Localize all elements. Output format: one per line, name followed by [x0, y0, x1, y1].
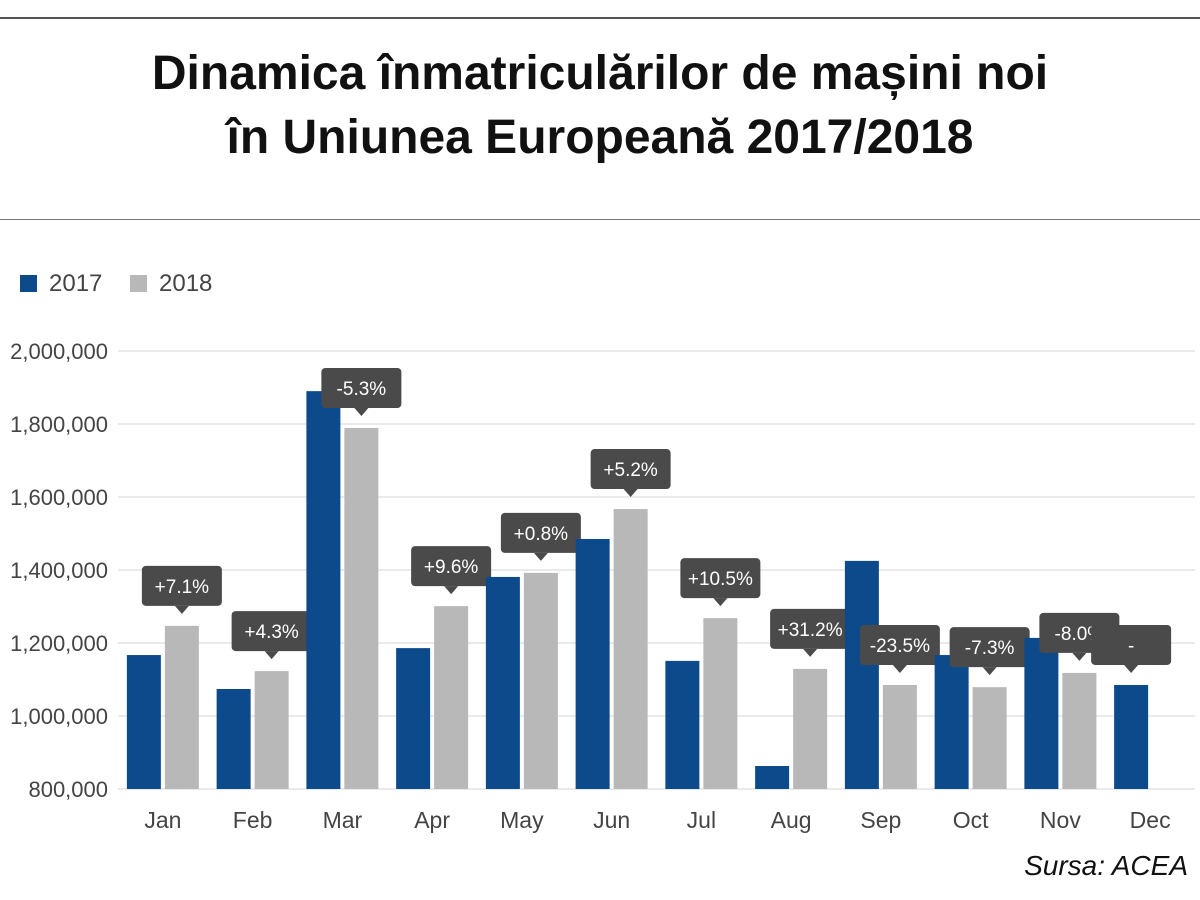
- x-tick-label: Aug: [771, 807, 812, 833]
- bar-chart: 800,000 1,000,000 1,200,000 1,400,000 1,600,…: [10, 339, 1195, 833]
- y-tick-label: 1,400,000: [10, 558, 108, 583]
- change-label-pointer: [803, 648, 818, 657]
- bar-2017-nov: [1024, 637, 1059, 789]
- change-label-pointer: [174, 605, 189, 614]
- change-label-pointer: [892, 664, 907, 673]
- change-label-box: [231, 611, 312, 652]
- change-label-box: [770, 608, 851, 649]
- x-tick-label: Jan: [144, 807, 181, 833]
- y-tick-label: 1,200,000: [10, 631, 108, 656]
- change-label-pointer: [444, 586, 459, 595]
- bar-2017-may: [485, 576, 520, 789]
- bar-2018-may: [523, 572, 558, 789]
- bar-2017-jul: [665, 660, 700, 789]
- change-label: -23.5%: [870, 636, 930, 657]
- title-line-1: Dinamica înmatriculărilor de mașini noi: [151, 47, 1049, 100]
- top-rule: [0, 17, 1200, 19]
- change-label-box: [859, 624, 940, 665]
- legend: 2017 2018: [0, 270, 400, 300]
- bar-2018-mar: [344, 428, 379, 789]
- change-label-pointer: [623, 489, 638, 498]
- x-tick-label: Apr: [414, 807, 450, 833]
- bar-2017-feb: [216, 688, 251, 789]
- change-label-box: [500, 512, 581, 553]
- change-label-box: [321, 368, 402, 409]
- change-label: +7.1%: [155, 577, 210, 598]
- bar-2018-jan: [164, 625, 199, 789]
- y-tick-label: 1,800,000: [10, 412, 108, 437]
- change-label-box: [1091, 624, 1172, 665]
- bar-2017-dec: [1114, 684, 1149, 789]
- change-label: -5.3%: [337, 379, 387, 400]
- change-label-pointer: [1124, 664, 1139, 673]
- change-label-box: [590, 449, 671, 490]
- bar-2018-nov: [1062, 672, 1097, 789]
- bar-2017-aug: [755, 766, 790, 789]
- change-label-pointer: [264, 651, 279, 660]
- legend-label-2018: 2018: [159, 270, 213, 297]
- x-tick-label: Jul: [687, 807, 716, 833]
- change-label: -7.3%: [965, 638, 1015, 659]
- bar-2017-oct: [934, 655, 969, 789]
- legend-item-2018: 2018: [130, 270, 212, 298]
- bar-2018-jul: [703, 618, 738, 789]
- change-label-box: [141, 565, 222, 606]
- change-label: +10.5%: [688, 569, 753, 590]
- x-tick-label: Mar: [323, 807, 363, 833]
- bar-2017-sep: [844, 560, 879, 789]
- x-tick-label: Oct: [953, 807, 989, 833]
- x-tick-label: Dec: [1130, 807, 1171, 833]
- bar-2017-jun: [575, 538, 610, 789]
- change-label: +4.3%: [244, 622, 299, 643]
- x-tick-label: Feb: [233, 807, 273, 833]
- change-label-pointer: [1072, 652, 1087, 661]
- legend-swatch-2017: [20, 275, 37, 292]
- x-tick-label: Jun: [593, 807, 630, 833]
- bar-2017-jan: [126, 655, 161, 789]
- change-label: +31.2%: [778, 620, 843, 641]
- y-tick-label: 1,600,000: [10, 485, 108, 510]
- change-label-pointer: [533, 552, 548, 561]
- bar-2018-sep: [882, 684, 917, 789]
- y-tick-label: 1,000,000: [10, 704, 108, 729]
- x-tick-label: Nov: [1040, 807, 1081, 833]
- change-label-box: [411, 546, 492, 587]
- x-tick-label: May: [500, 807, 544, 833]
- change-label-pointer: [982, 667, 997, 676]
- y-tick-label: 800,000: [28, 777, 108, 802]
- legend-item-2017: 2017: [20, 270, 102, 298]
- bar-2018-apr: [434, 606, 469, 789]
- legend-swatch-2018: [130, 275, 147, 292]
- y-tick-label: 2,000,000: [10, 339, 108, 364]
- change-label: -: [1128, 636, 1134, 657]
- title-line-2: în Uniunea Europeană 2017/2018: [226, 111, 974, 164]
- title-rule: [0, 219, 1200, 220]
- change-label-pointer: [713, 598, 728, 607]
- change-label-box: [680, 558, 761, 599]
- bar-2017-apr: [396, 648, 431, 789]
- change-label: +0.8%: [514, 524, 569, 545]
- chart-title: Dinamica înmatriculărilor de mașini noi …: [0, 42, 1200, 170]
- change-label-pointer: [354, 408, 369, 417]
- source-note: Sursa: ACEA: [1024, 850, 1188, 881]
- change-label: +9.6%: [424, 557, 479, 578]
- bar-2018-aug: [793, 668, 828, 789]
- bar-2017-mar: [306, 391, 341, 789]
- bar-2018-feb: [254, 671, 289, 789]
- change-label: +5.2%: [603, 460, 658, 481]
- bar-2018-oct: [972, 687, 1007, 789]
- change-label-box: [949, 627, 1030, 668]
- x-tick-label: Sep: [860, 807, 901, 833]
- bar-2018-jun: [613, 509, 648, 789]
- legend-label-2017: 2017: [49, 270, 103, 297]
